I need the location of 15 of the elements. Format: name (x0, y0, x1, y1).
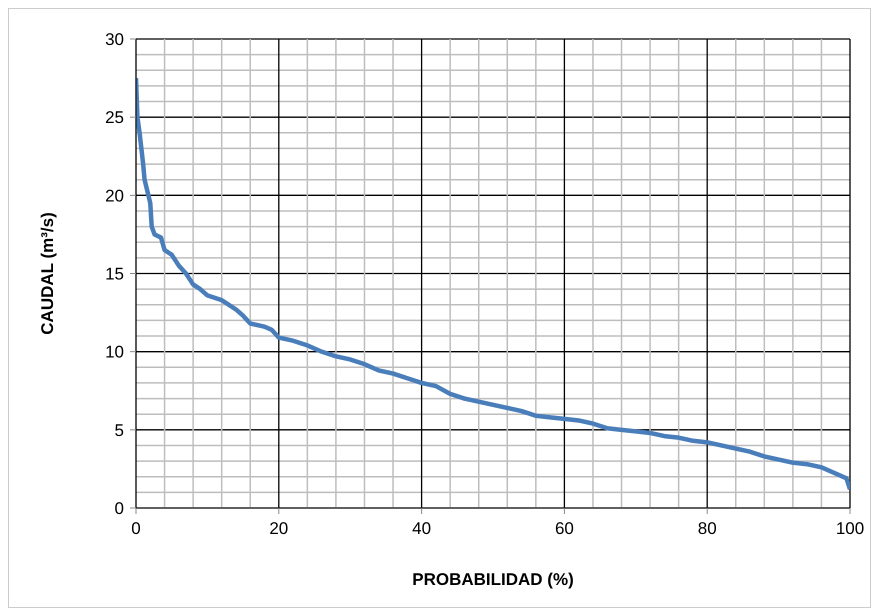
y-tick-label: 0 (114, 499, 124, 518)
y-axis-title: CAUDAL (m³/s) (38, 212, 58, 335)
x-tick-label: 0 (131, 519, 141, 538)
x-tick-label: 20 (269, 519, 288, 538)
y-tick-label: 15 (105, 264, 124, 284)
x-axis-title: PROBABILIDAD (%) (412, 570, 574, 589)
y-tick-label: 20 (105, 186, 124, 206)
y-tick-label: 25 (105, 108, 124, 128)
y-tick-label: 10 (105, 342, 124, 362)
x-tick-label: 80 (698, 519, 717, 538)
y-tick-label: 30 (105, 30, 124, 49)
y-tick-label: 5 (114, 420, 124, 440)
x-tick-label: 40 (412, 519, 432, 538)
x-tick-label: 100 (836, 519, 864, 538)
x-tick-label: 60 (554, 519, 574, 538)
